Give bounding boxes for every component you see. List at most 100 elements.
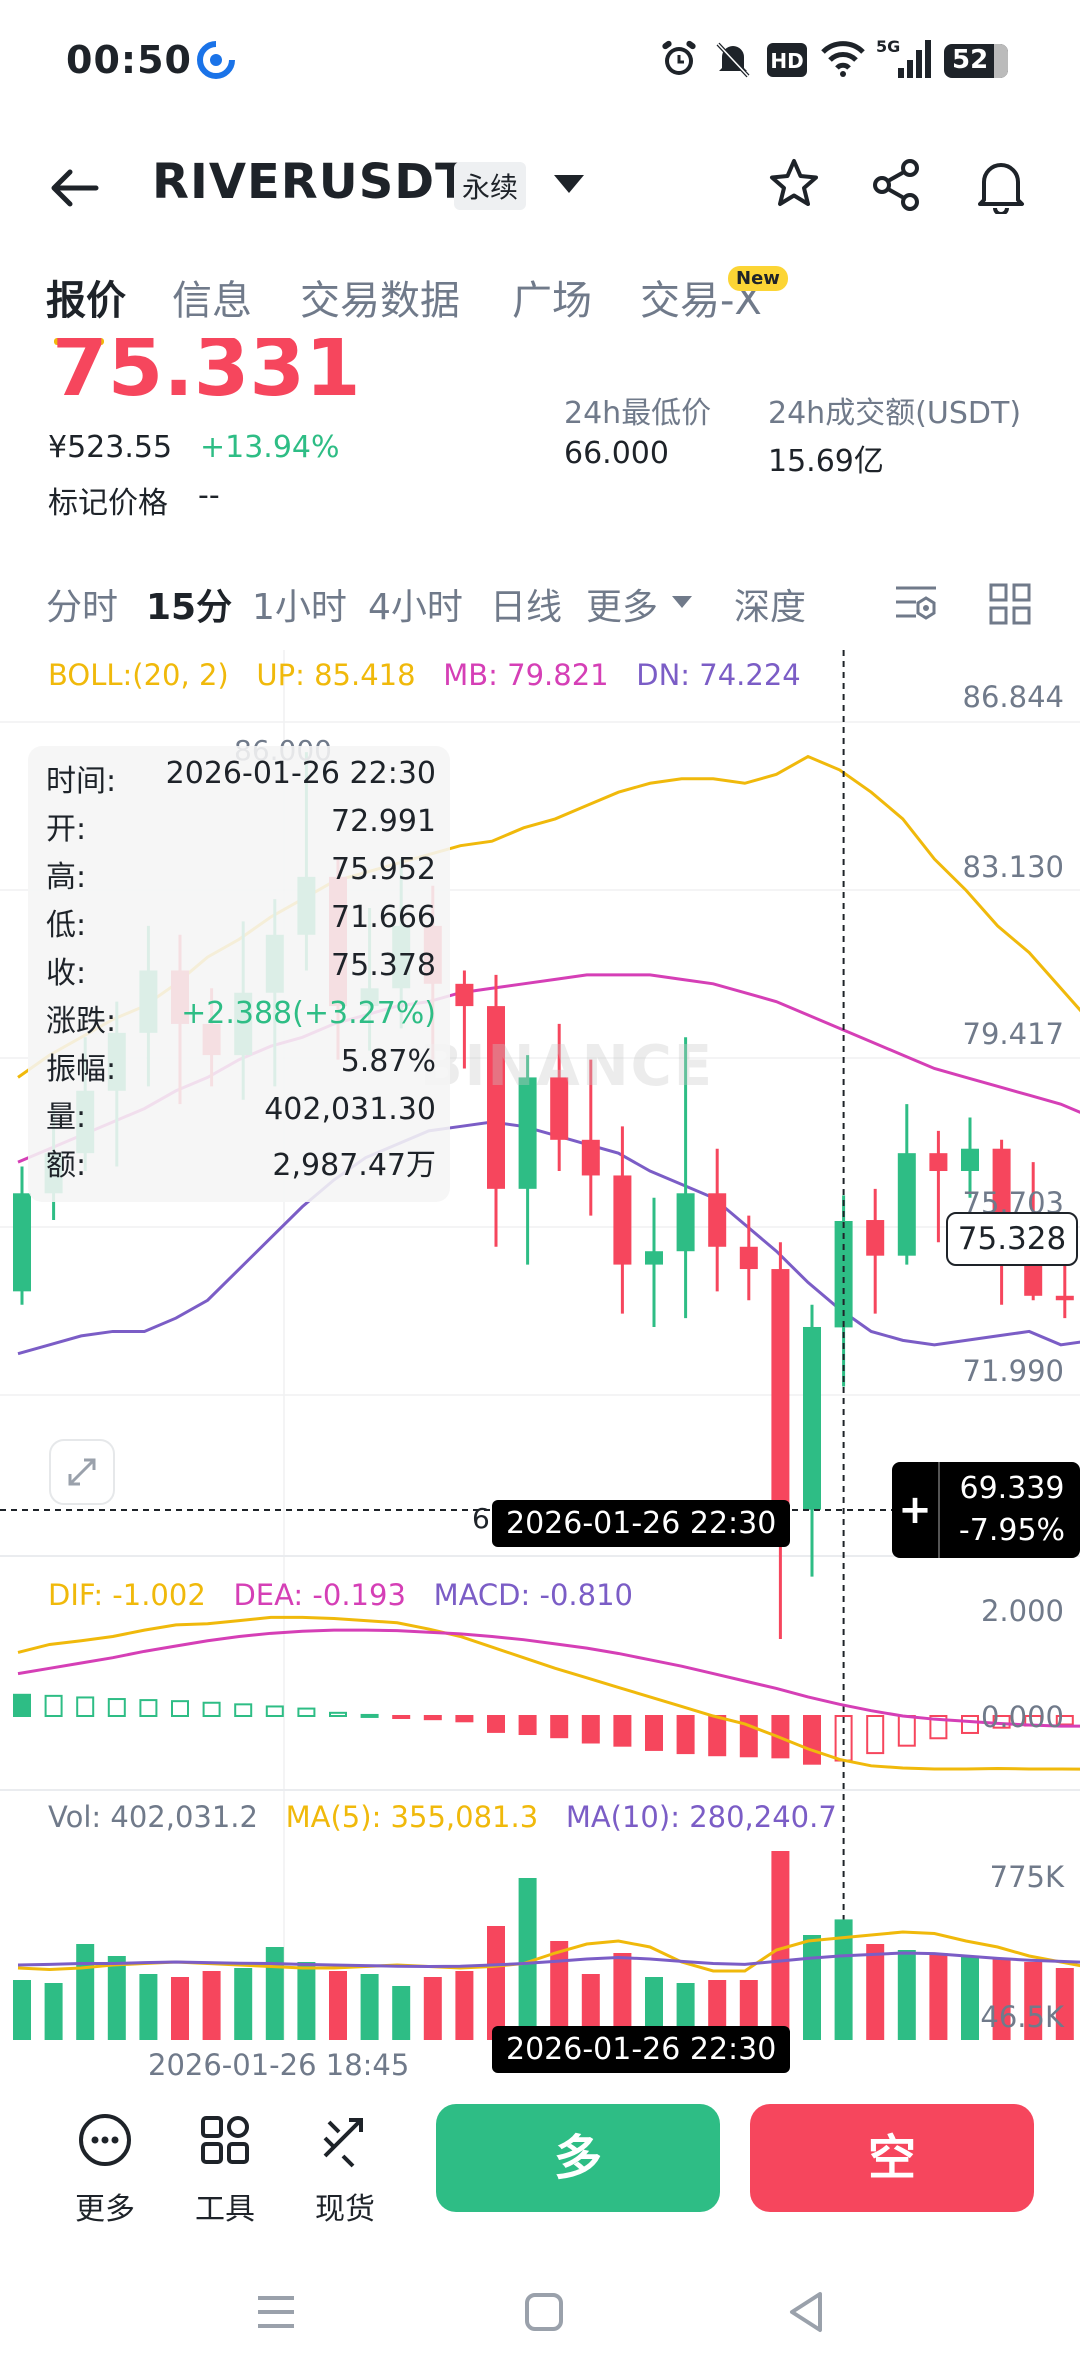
vol-value: Vol: 402,031.2 [48, 1800, 258, 1834]
crosshair-price: 69.339 [959, 1471, 1065, 1506]
tooltip-row: 量: 402,031.30 [46, 1092, 436, 1138]
volume-bar [550, 1941, 569, 2040]
volume-bar [803, 1935, 821, 2040]
volume-bar [739, 1980, 758, 2040]
macd-histogram-bar [581, 1715, 600, 1744]
candle-body [897, 1153, 916, 1256]
back-arrow-icon[interactable] [48, 166, 100, 210]
back-nav-icon[interactable] [786, 2290, 826, 2334]
volume-bar [708, 1980, 727, 2040]
alarm-icon [662, 40, 696, 75]
tooltip-row: 低: 71.666 [46, 900, 436, 946]
tf-15m[interactable]: 15分 [146, 587, 233, 628]
tf-4h[interactable]: 4小时 [368, 587, 463, 628]
tooltip-value: 75.378 [331, 948, 436, 983]
volume-bar [613, 1953, 632, 2040]
candle-body [708, 1193, 727, 1247]
tooltip-value: 402,031.30 [264, 1092, 436, 1127]
volume-bar [360, 1974, 379, 2040]
add-order-plus-icon[interactable]: + [892, 1462, 940, 1558]
mute-icon [716, 42, 750, 78]
tooltip-key: 涨跌: [46, 1004, 117, 1039]
tools-label: 工具 [195, 2192, 255, 2227]
spot-button[interactable]: 现货 [300, 2112, 390, 2227]
tab-info[interactable]: 信息 [172, 278, 252, 324]
price-axis-label: 83.130 [962, 850, 1064, 884]
price-axis-label: 71.990 [962, 1354, 1064, 1388]
macd-histogram-bar [44, 1694, 63, 1717]
tooltip-row: 振幅: 5.87% [46, 1044, 436, 1090]
spot-label: 现货 [315, 2192, 375, 2227]
spot-arrows-icon [323, 2118, 363, 2168]
candle-body [961, 1148, 979, 1172]
tab-trading-data[interactable]: 交易数据 [300, 278, 460, 324]
tab-square[interactable]: 广场 [512, 278, 592, 324]
low-24h-label: 24h最低价 [564, 396, 712, 431]
home-nav-icon[interactable] [524, 2292, 564, 2332]
crosshair-time-label-bottom: 2026-01-26 22:30 [492, 2026, 791, 2073]
volume-bar [13, 1980, 31, 2040]
share-icon[interactable] [870, 158, 924, 212]
menu-nav-icon[interactable] [256, 2294, 296, 2330]
candle-tooltip: 时间: 2026-01-26 22:30 开: 72.991 高: 75.952 低: 71.… [28, 746, 450, 1202]
tooltip-key: 低: [46, 908, 87, 943]
bell-alert-icon[interactable] [974, 156, 1028, 214]
mark-price-label: 标记价格 [48, 486, 168, 521]
macd-histogram-bar [423, 1715, 442, 1721]
tooltip-row: 收: 75.378 [46, 948, 436, 994]
tf-depth[interactable]: 深度 [734, 587, 807, 628]
macd-histogram-bar [866, 1715, 885, 1755]
macd-histogram-bar [897, 1715, 916, 1747]
macd-histogram-bar [613, 1715, 632, 1747]
short-button[interactable]: 空 [750, 2104, 1034, 2212]
more-dots-icon [79, 2114, 131, 2166]
tooltip-key: 收: [46, 956, 87, 991]
price-change: +13.94% [200, 430, 340, 465]
macd-legend: DIF: -1.002 DEA: -0.193 MACD: -0.810 [48, 1578, 633, 1612]
macd-dea: DEA: -0.193 [233, 1578, 406, 1612]
tf-more[interactable]: 更多 [586, 587, 659, 628]
volume-bar [76, 1944, 95, 2040]
hd-icon: HD [767, 43, 807, 77]
vol-ma10: MA(10): 280,240.7 [565, 1800, 837, 1834]
main-tabs: 报价 信息 交易数据 广场 交易-X New [0, 266, 1080, 348]
tf-daily[interactable]: 日线 [490, 587, 563, 628]
macd-histogram-bar [550, 1715, 569, 1739]
symbol-title[interactable]: RIVERUSDT [152, 154, 469, 210]
volume-bar [645, 1977, 663, 2040]
tooltip-value: 5.87% [340, 1044, 436, 1079]
volume-axis-label: 775K [989, 1860, 1064, 1894]
macd-dea-line [17, 1628, 1080, 1728]
candle-body [929, 1153, 948, 1172]
macd-histogram-bar [234, 1703, 253, 1717]
volume-bar [771, 1851, 790, 2040]
tab-quote[interactable]: 报价 [46, 278, 126, 324]
volume-bar [1055, 1968, 1074, 2040]
favorite-star-icon[interactable] [766, 156, 822, 212]
indicator-settings-icon[interactable] [892, 580, 940, 626]
tooltip-row: 时间: 2026-01-26 22:30 [46, 756, 436, 802]
tooltip-row: 高: 75.952 [46, 852, 436, 898]
tools-button[interactable]: 工具 [180, 2112, 270, 2227]
candle-body [771, 1269, 790, 1510]
macd-histogram-bar [76, 1696, 95, 1717]
fullscreen-expand-icon[interactable] [48, 1438, 116, 1506]
volume-bar [1024, 1962, 1043, 2040]
candle-body [613, 1175, 632, 1265]
tf-time-sharing[interactable]: 分时 [46, 587, 119, 628]
tf-1h[interactable]: 1小时 [252, 587, 347, 628]
macd-histogram-bar [13, 1693, 31, 1718]
macd-histogram-bar [1055, 1715, 1074, 1726]
long-button[interactable]: 多 [436, 2104, 720, 2212]
candle-body [676, 1193, 695, 1252]
boll-label: BOLL:(20, 2) [48, 658, 229, 692]
new-badge: New [728, 266, 788, 291]
system-nav-bar [0, 2260, 1080, 2376]
more-button[interactable]: 更多 [60, 2112, 150, 2227]
tools-grid-icon [201, 2116, 249, 2164]
layout-grid-icon[interactable] [988, 582, 1032, 626]
macd-histogram-bar [265, 1705, 284, 1717]
tooltip-value: 75.952 [331, 852, 436, 887]
symbol-dropdown-icon[interactable] [552, 172, 586, 196]
tooltip-key: 振幅: [46, 1052, 117, 1087]
